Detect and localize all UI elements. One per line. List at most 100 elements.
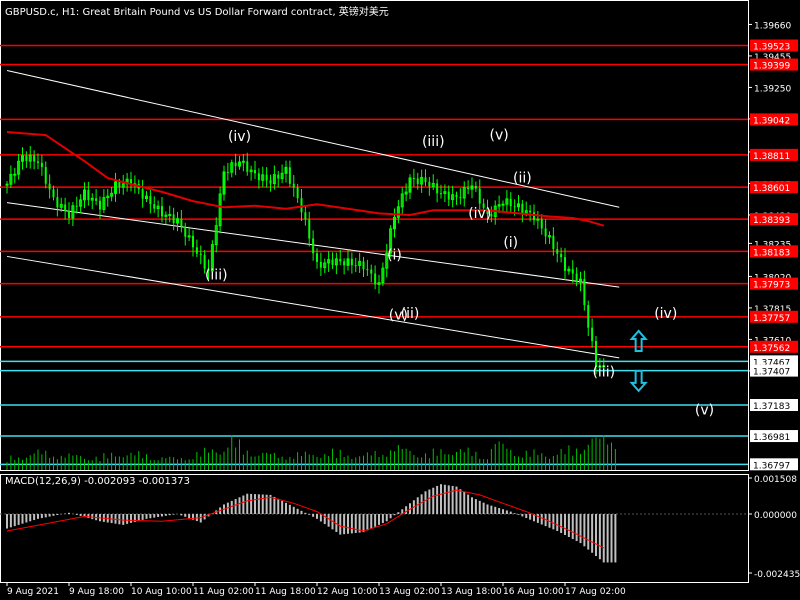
candle-body-bull — [381, 267, 385, 284]
candle-body-bear — [319, 261, 322, 268]
candle-body-bear — [44, 167, 47, 184]
candle-body-bear — [440, 193, 442, 195]
level-price-label: 1.38183 — [753, 248, 790, 258]
candle-body-bull — [501, 203, 505, 206]
candle-body-bear — [362, 261, 365, 270]
chart-title: GBPUSD.c, H1: Great Britain Pound vs US … — [5, 7, 389, 18]
candle-body-bear — [207, 268, 210, 271]
candle-body-bear — [564, 257, 566, 271]
level-price-label: 1.38811 — [753, 152, 790, 162]
candle-body-bear — [474, 185, 477, 189]
candle-body-bear — [141, 189, 144, 199]
candle-body-bull — [462, 187, 466, 199]
candle-body-bull — [358, 260, 362, 266]
candle-body-bear — [40, 162, 43, 168]
level-price-label: 1.36797 — [753, 461, 790, 471]
candle-body-bear — [149, 196, 152, 205]
candle-body-bull — [17, 160, 21, 175]
level-price-box — [750, 148, 798, 161]
candle-body-bear — [25, 155, 28, 162]
candle-body-bull — [59, 204, 63, 208]
level-price-label: 1.37757 — [753, 314, 790, 324]
candle-body-bear — [428, 181, 431, 187]
macd-axis-label: 0.001508 — [754, 475, 797, 485]
level-price-box — [750, 39, 798, 52]
candle-body-bear — [64, 204, 67, 211]
level-price-label: 1.37183 — [753, 402, 790, 412]
candle-body-bull — [222, 171, 226, 195]
level-price-box — [750, 213, 798, 226]
candle-body-bear — [33, 155, 36, 162]
candle-body-bear — [296, 187, 299, 199]
candle-body-bull — [284, 166, 288, 174]
candle-body-bull — [517, 203, 520, 208]
candle-body-bear — [354, 265, 357, 267]
candle-body-bear — [343, 261, 346, 266]
candle-body-bear — [56, 197, 59, 208]
candle-body-bear — [533, 212, 535, 221]
candle-body-bull — [280, 172, 284, 179]
wave-label: (i) — [503, 235, 518, 251]
candle-body-bear — [118, 181, 121, 188]
candle-body-bear — [591, 327, 594, 341]
price-axis-label: 1.39250 — [754, 84, 791, 94]
candle-body-bear — [52, 189, 55, 198]
candle-body-bear — [316, 253, 318, 262]
candle-body-bull — [272, 174, 276, 185]
time-axis-label: 17 Aug 02:00 — [565, 587, 626, 597]
candle-body-bull — [110, 192, 114, 197]
candle-body-bull — [238, 161, 241, 167]
candle-body-bull — [102, 197, 106, 210]
candle-body-bull — [323, 262, 327, 269]
candle-body-bull — [408, 177, 412, 193]
macd-axis-label: 0.000000 — [754, 511, 797, 521]
candle-body-bear — [467, 187, 470, 190]
candle-body-bear — [478, 188, 481, 204]
candle-body-bear — [153, 204, 156, 209]
candle-body-bull — [505, 198, 509, 205]
candle-body-bull — [389, 228, 393, 254]
level-price-box — [750, 430, 798, 443]
candle-body-bull — [241, 160, 245, 163]
level-price-box — [750, 364, 798, 377]
candle-body-bear — [366, 269, 369, 271]
level-price-label: 1.36981 — [753, 433, 790, 443]
candle-body-bear — [529, 210, 532, 213]
candle-body-bear — [374, 273, 377, 285]
level-price-label: 1.39523 — [753, 42, 790, 52]
candle-body-bear — [192, 235, 194, 248]
macd-indicator-label: MACD(12,26,9) -0.002093 -0.001373 — [5, 476, 190, 487]
candle-body-bull — [443, 191, 447, 194]
moving-average-line — [6, 131, 605, 227]
candle-body-bear — [412, 177, 415, 179]
candle-body-bear — [560, 253, 563, 258]
level-price-box — [750, 355, 798, 368]
candle-body-bear — [436, 183, 439, 194]
candle-body-bear — [544, 228, 547, 237]
candle-body-bear — [172, 214, 175, 224]
level-price-label: 1.37562 — [753, 344, 790, 354]
level-price-box — [750, 113, 798, 126]
candle-body-bull — [156, 205, 160, 210]
candle-body-bear — [269, 180, 272, 184]
level-price-label: 1.37973 — [753, 281, 790, 291]
level-price-label: 1.38601 — [753, 184, 790, 194]
candle-body-bull — [176, 218, 179, 224]
candle-body-bull — [470, 185, 474, 190]
level-price-label: 1.37407 — [753, 368, 790, 378]
candle-body-bear — [331, 259, 334, 265]
candle-body-bear — [203, 255, 206, 269]
candle-body-bull — [121, 183, 125, 188]
wave-label: (ii) — [513, 171, 532, 187]
candle-body-bear — [424, 177, 427, 182]
candle-body-bear — [575, 273, 578, 283]
candle-body-bull — [385, 252, 389, 269]
wave-label: (v) — [389, 307, 408, 323]
candle-body-bull — [261, 174, 265, 181]
candle-body-bull — [106, 195, 110, 199]
wave-label: (iv) — [228, 129, 251, 145]
candle-body-bull — [431, 182, 435, 187]
level-price-box — [750, 340, 798, 353]
candle-body-bull — [567, 268, 571, 272]
